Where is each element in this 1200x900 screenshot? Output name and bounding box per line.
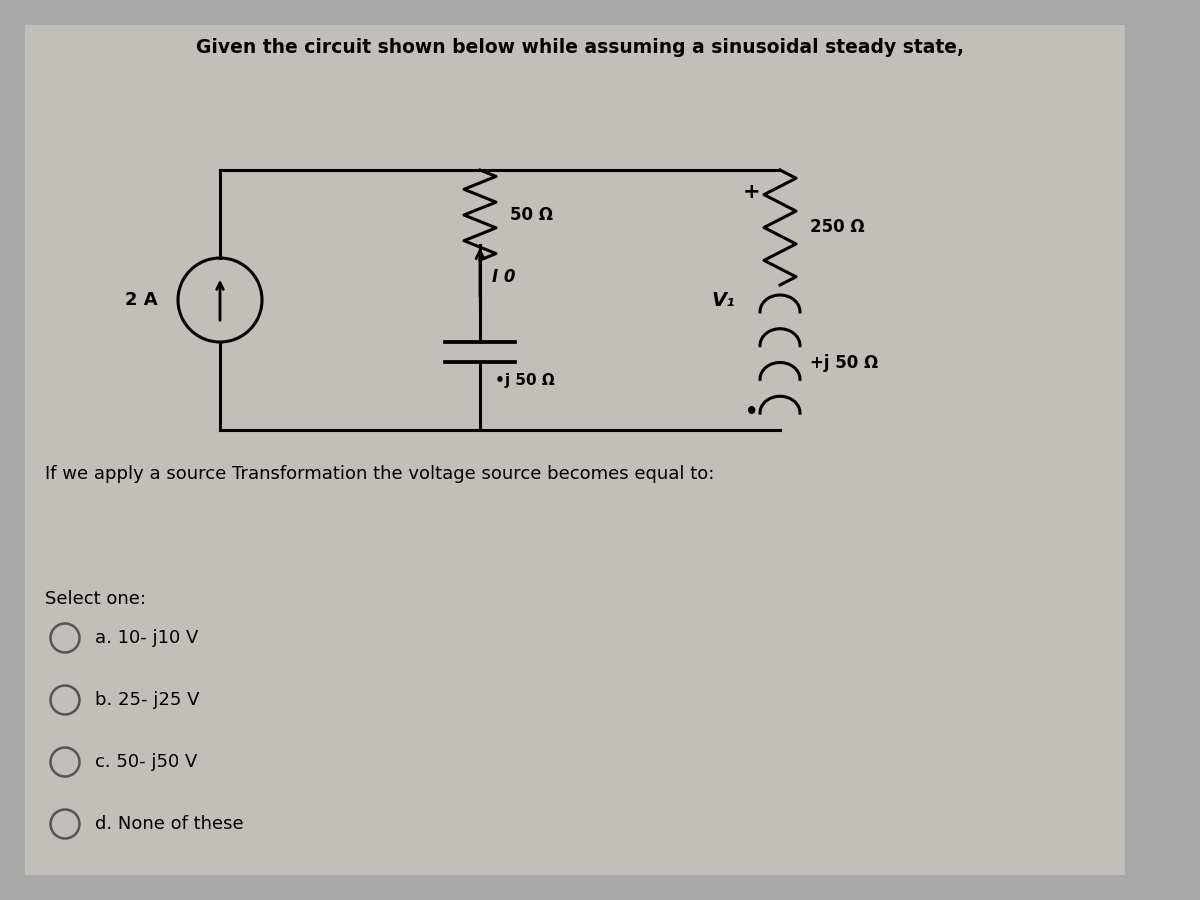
Text: •j 50 Ω: •j 50 Ω: [496, 373, 554, 388]
Text: d. None of these: d. None of these: [95, 815, 244, 833]
Text: Given the circuit shown below while assuming a sinusoidal steady state,: Given the circuit shown below while assu…: [196, 38, 964, 57]
Text: •: •: [745, 402, 758, 422]
Text: +: +: [743, 182, 761, 202]
Text: 2 A: 2 A: [125, 291, 158, 309]
Text: +j 50 Ω: +j 50 Ω: [810, 354, 878, 372]
Text: 250 Ω: 250 Ω: [810, 219, 865, 237]
Text: Select one:: Select one:: [46, 590, 146, 608]
Text: b. 25- j25 V: b. 25- j25 V: [95, 691, 199, 709]
Text: a. 10- j10 V: a. 10- j10 V: [95, 629, 198, 647]
Text: c. 50- j50 V: c. 50- j50 V: [95, 753, 197, 771]
Text: If we apply a source Transformation the voltage source becomes equal to:: If we apply a source Transformation the …: [46, 465, 714, 483]
Text: V₁: V₁: [712, 291, 734, 310]
Text: I 0: I 0: [492, 268, 516, 286]
FancyBboxPatch shape: [25, 25, 1126, 875]
Text: 50 Ω: 50 Ω: [510, 206, 553, 224]
